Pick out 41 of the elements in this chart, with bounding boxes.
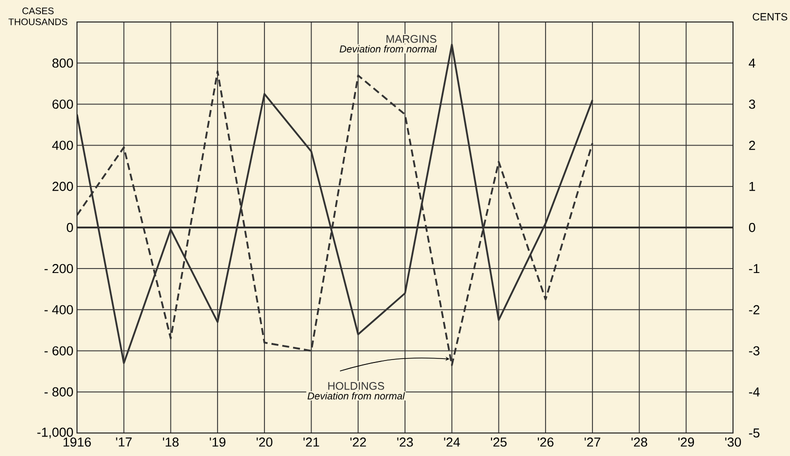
y2-tick-label: 3 — [748, 100, 756, 109]
y-tick-label: 600 — [52, 100, 73, 109]
text: HOLDINGS — [328, 382, 384, 390]
x-tick-label: '24 — [444, 438, 460, 447]
y-tick-label: 200 — [52, 182, 73, 191]
y2-axis-title: CENTS — [752, 13, 788, 20]
x-tick-label: '27 — [584, 438, 600, 447]
x-tick-label: '28 — [632, 438, 648, 447]
x-tick-label: '23 — [397, 438, 413, 447]
y2-tick-label: -5 — [749, 428, 760, 438]
x-tick-label: '20 — [256, 438, 272, 447]
y-tick-label: - 400 — [44, 305, 73, 314]
y-tick-label: - 200 — [44, 264, 73, 274]
y-tick-label: - 800 — [44, 387, 73, 396]
x-tick-label: '25 — [490, 438, 507, 447]
y-tick-label: 800 — [52, 58, 73, 68]
y2-tick-label: -4 — [749, 387, 760, 396]
annotation: Deviation from normal — [308, 392, 405, 400]
x-tick-label: '19 — [210, 438, 226, 447]
y-tick-label: -1,000 — [37, 428, 73, 438]
y-tick-label: 0 — [66, 222, 73, 232]
x-tick-label: '18 — [162, 438, 179, 447]
y2-tick-label: 0 — [748, 222, 756, 232]
y-tick-label: - 600 — [44, 346, 73, 356]
x-tick-label: 1916 — [64, 438, 91, 447]
series-label: MARGINS — [386, 35, 436, 43]
x-tick-label: '30 — [725, 438, 741, 447]
x-tick-label: '17 — [116, 438, 132, 446]
y2-tick-label: -1 — [749, 264, 760, 274]
annotation: Deviation from normal — [340, 45, 438, 53]
y2-tick-label: -3 — [749, 346, 760, 356]
x-tick-label: '26 — [538, 438, 554, 447]
y2-tick-label: -2 — [749, 305, 760, 314]
x-tick-label: '22 — [350, 438, 366, 447]
y-axis-title: CASES THOUSANDS — [8, 8, 68, 26]
x-tick-label: '21 — [304, 438, 320, 447]
y2-tick-label: 1 — [749, 182, 756, 191]
y2-tick-label: 4 — [748, 58, 756, 68]
y2-tick-label: 2 — [749, 140, 756, 150]
x-tick-label: '29 — [678, 438, 694, 447]
y-tick-label: 400 — [52, 140, 73, 150]
